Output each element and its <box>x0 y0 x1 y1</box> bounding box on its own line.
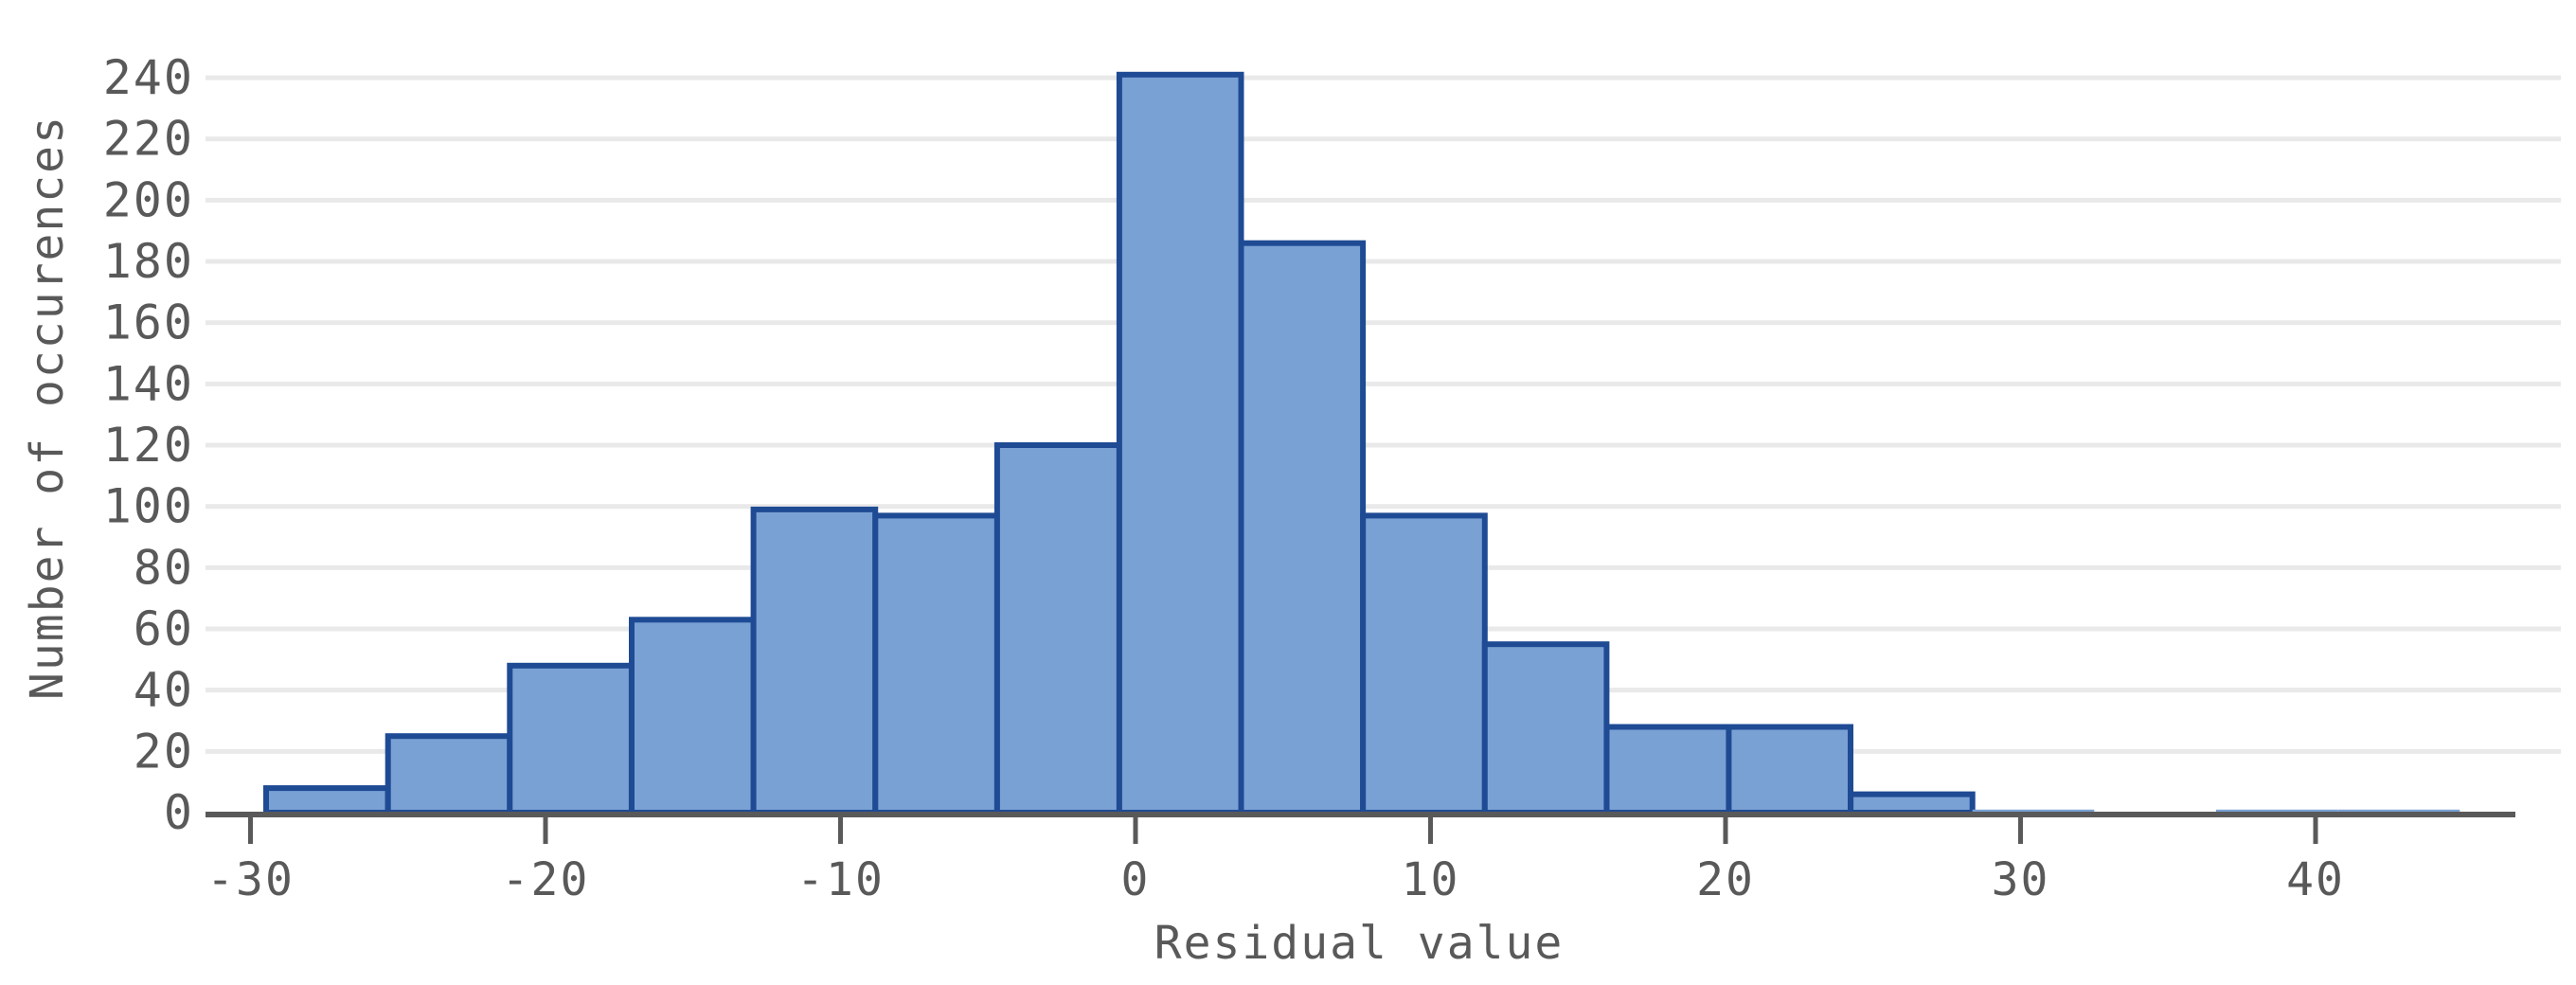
y-tick-label: 180 <box>103 234 194 289</box>
histogram-bar <box>750 506 879 816</box>
x-tick <box>1133 817 1138 844</box>
histogram-bar <box>1238 240 1367 815</box>
histogram-bar <box>385 733 513 816</box>
histogram-bar <box>1726 724 1854 815</box>
y-tick-label: 20 <box>134 724 194 779</box>
x-tick-label: 0 <box>1121 853 1151 906</box>
y-tick-label: 140 <box>103 356 194 411</box>
histogram-bar <box>1603 724 1732 815</box>
x-tick <box>2018 817 2023 844</box>
y-tick-label: 240 <box>103 50 194 105</box>
x-tick <box>2313 817 2318 844</box>
x-tick-label: -20 <box>502 853 590 906</box>
x-tick-label: -30 <box>206 853 295 906</box>
x-tick <box>838 817 843 844</box>
y-tick-label: 80 <box>134 540 194 595</box>
x-tick <box>1428 817 1433 844</box>
histogram-bar <box>1972 809 2095 813</box>
histogram-bar <box>872 512 1000 816</box>
x-tick-label: 30 <box>1992 853 2050 906</box>
y-tick-label: 200 <box>103 172 194 227</box>
x-tick-label: -10 <box>796 853 885 906</box>
y-tick-label: 40 <box>134 663 194 718</box>
y-tick-label: 100 <box>103 479 194 534</box>
histogram-bar <box>507 662 635 815</box>
histogram-bar <box>1116 71 1244 816</box>
histogram-bar <box>993 442 1122 815</box>
histogram-bar <box>263 785 391 815</box>
x-tick-label: 40 <box>2286 853 2345 906</box>
histogram-bar <box>629 617 757 815</box>
y-tick-label: 60 <box>134 601 194 656</box>
histogram-bar <box>1481 641 1610 816</box>
y-tick-label: 0 <box>164 785 194 840</box>
histogram-bar <box>1848 791 1976 815</box>
histogram-bar <box>1360 512 1488 816</box>
x-tick <box>543 817 548 844</box>
x-tick-label: 20 <box>1696 853 1755 906</box>
x-axis-title: Residual value <box>1154 917 1565 970</box>
histogram-bar <box>2337 809 2460 813</box>
y-tick-label: 120 <box>103 418 194 473</box>
histogram-bar <box>2216 809 2338 813</box>
x-tick <box>248 817 253 844</box>
y-axis-title: Number of occurences <box>21 115 74 700</box>
x-tick-label: 10 <box>1402 853 1460 906</box>
x-tick <box>1723 817 1728 844</box>
x-axis-line <box>206 812 2515 817</box>
y-tick-label: 220 <box>103 112 194 167</box>
y-tick-label: 160 <box>103 296 194 350</box>
